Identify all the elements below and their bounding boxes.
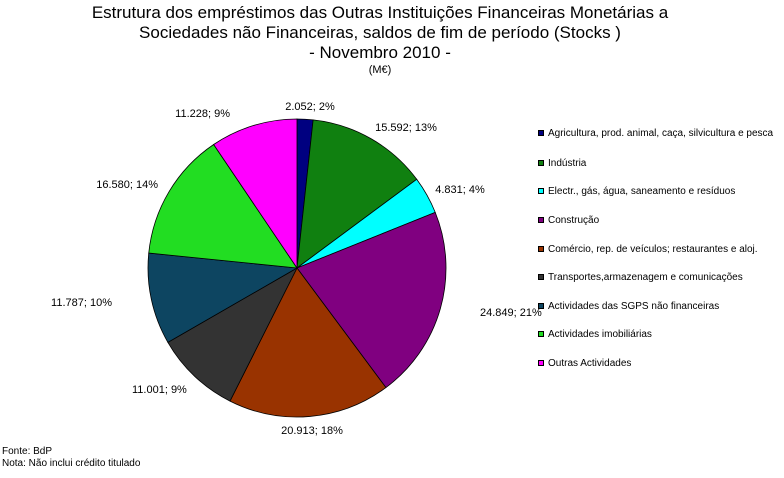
pie-label-0: 2.052; 2% <box>285 101 335 113</box>
pie-label-7: 16.580; 14% <box>96 179 158 191</box>
legend-label-electricidade: Electr., gás, água, saneamento e resíduo… <box>548 186 736 197</box>
legend-item-sgps: Actividades das SGPS não financeiras <box>538 300 778 313</box>
legend-item-comercio: Comércio, rep. de veículos; restaurantes… <box>538 243 778 256</box>
legend-item-imobiliarias: Actividades imobiliárias <box>538 328 778 341</box>
pie-label-6: 11.787; 10% <box>51 297 112 309</box>
pie-label-3: 24.849; 21% <box>480 307 542 319</box>
chart-title-line-3: - Novembro 2010 - <box>309 43 451 62</box>
pie-slice-3 <box>296 211 447 389</box>
pie-label-2: 4.831; 4% <box>435 184 485 196</box>
pie-label-1: 15.592; 13% <box>375 122 437 134</box>
legend-item-agricultura: Agricultura, prod. animal, caça, silvicu… <box>538 127 778 140</box>
chart-footer: Fonte: BdP Nota: Não inclui crédito titu… <box>2 446 140 470</box>
legend-swatch-agricultura <box>538 130 544 136</box>
footer-note: Nota: Não inclui crédito titulado <box>2 458 141 469</box>
legend-item-construcao: Construção <box>538 214 778 227</box>
legend-label-construcao: Construção <box>548 215 600 226</box>
pie-slices <box>147 118 447 418</box>
chart-unit: (M€) <box>368 64 392 76</box>
footer-source: Fonte: BdP <box>2 446 53 457</box>
pie-slice-6 <box>147 252 299 343</box>
legend-item-electricidade: Electr., gás, água, saneamento e resíduo… <box>538 185 778 198</box>
legend-item-industria: Indústria <box>538 157 778 170</box>
chart-title: Estrutura dos empréstimos das Outras Ins… <box>0 3 760 77</box>
legend-swatch-construcao <box>538 217 544 223</box>
legend-label-transportes: Transportes,armazenagem e comunicações <box>548 272 743 283</box>
legend-swatch-imobiliarias <box>538 331 544 337</box>
legend-swatch-electricidade <box>538 188 544 194</box>
legend-item-transportes: Transportes,armazenagem e comunicações <box>538 271 778 284</box>
pie-slice-1 <box>296 119 418 269</box>
legend-swatch-comercio <box>538 246 544 252</box>
legend-label-comercio: Comércio, rep. de veículos; restaurantes… <box>548 244 758 255</box>
legend-label-agricultura: Agricultura, prod. animal, caça, silvicu… <box>548 128 774 139</box>
legend-swatch-transportes <box>538 274 544 280</box>
legend-swatch-outras <box>538 360 544 366</box>
legend-label-outras: Outras Actividades <box>548 358 632 369</box>
pie-slice-4 <box>229 267 387 418</box>
pie-slice-7 <box>148 143 298 269</box>
legend-swatch-sgps <box>538 303 544 309</box>
legend-swatch-industria <box>538 160 544 166</box>
pie-slice-5 <box>167 266 298 402</box>
pie-label-8: 11.228; 9% <box>175 108 230 120</box>
pie-labels: 2.052; 2% 15.592; 13% 4.831; 4% 24.849; 21%… <box>51 101 542 437</box>
legend-label-imobiliarias: Actividades imobiliárias <box>548 329 652 340</box>
chart-title-line-1: Estrutura dos empréstimos das Outras Ins… <box>91 3 669 22</box>
pie-label-4: 20.913; 18% <box>281 425 343 437</box>
chart-title-line-2: Sociedades não Financeiras, saldos de fi… <box>139 23 621 42</box>
legend-label-sgps: Actividades das SGPS não financeiras <box>548 301 720 312</box>
legend-label-industria: Indústria <box>548 158 587 169</box>
pie-slice-8 <box>213 118 298 270</box>
pie-label-5: 11.001; 9% <box>132 384 187 396</box>
legend-item-outras: Outras Actividades <box>538 357 778 370</box>
